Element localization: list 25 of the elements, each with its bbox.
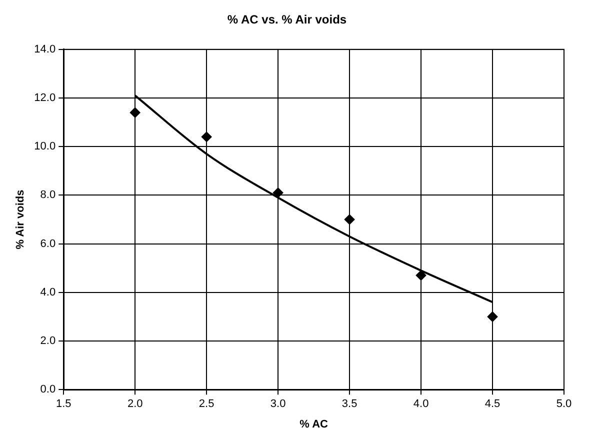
point <box>416 270 426 280</box>
x-tick-label: 1.5 <box>56 398 72 410</box>
point <box>488 312 498 322</box>
y-tick-label: 2.0 <box>40 335 56 348</box>
x-tick-label: 4.0 <box>413 398 429 410</box>
x-tick-label: 2.0 <box>127 398 143 410</box>
x-tick-label: 2.5 <box>198 398 214 410</box>
x-tick-label: 5.0 <box>556 398 572 410</box>
point <box>273 188 284 198</box>
point <box>202 132 212 142</box>
y-tick-label: 10.0 <box>34 140 56 153</box>
y-tick-label: 6.0 <box>40 238 56 250</box>
x-tick-label: 3.5 <box>342 398 358 410</box>
y-tick-label: 8.0 <box>40 189 56 202</box>
chart-title: % AC vs. % Air voids <box>227 12 347 27</box>
y-axis-title: % Air voids <box>14 190 27 250</box>
x-tick-label: 4.5 <box>484 398 500 410</box>
x-axis-title: % AC <box>300 418 328 430</box>
x-tick-label: 3.0 <box>270 398 286 410</box>
y-tick-label: 14.0 <box>34 43 56 56</box>
y-tick-label: 12.0 <box>34 92 56 104</box>
y-tick-label: 4.0 <box>40 286 56 298</box>
y-tick-label: 0.0 <box>40 384 56 396</box>
point <box>344 214 355 224</box>
point <box>130 108 140 118</box>
